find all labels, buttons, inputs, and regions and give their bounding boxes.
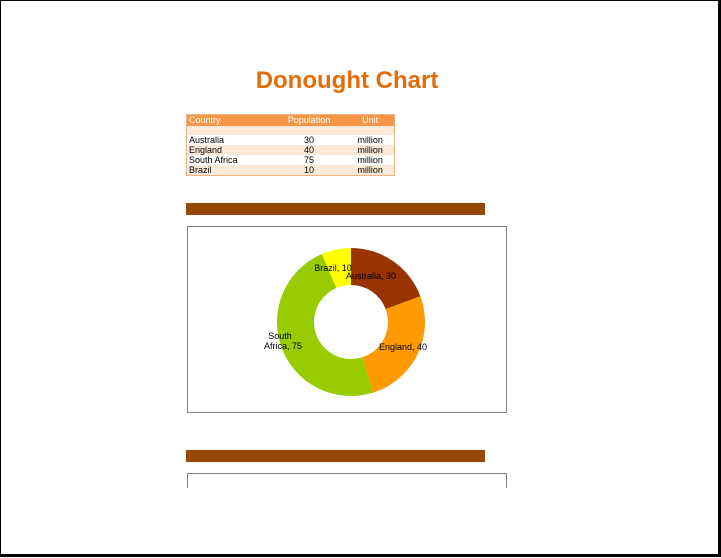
section-bar [186, 203, 485, 215]
column-header-population: Population [271, 114, 347, 126]
donut-slice-england [362, 296, 425, 393]
table-row: England 40 million [186, 145, 395, 155]
data-label: Australia, 30 [346, 271, 396, 281]
cell-population: 40 [271, 145, 347, 155]
table-row: Brazil 10 million [186, 165, 395, 176]
table-spacer-row [186, 126, 395, 135]
table-row: Australia 30 million [186, 135, 395, 145]
second-chart-frame[interactable] [187, 473, 507, 488]
page-title: Donought Chart [255, 67, 439, 94]
data-label: Brazil, 10 [314, 263, 352, 273]
table-row: South Africa 75 million [186, 155, 395, 165]
cell-unit: million [346, 145, 395, 155]
section-bar [186, 450, 485, 462]
cell-population: 30 [271, 135, 347, 145]
cell-country: Brazil [186, 165, 272, 176]
donut-slice-brazil [321, 248, 351, 288]
table-header-row: Country Population Unit [186, 114, 395, 126]
donut-chart-frame[interactable]: Australia, 30 England, 40 South Africa, 75 B… [187, 226, 507, 413]
cell-country: Australia [186, 135, 272, 145]
cell-population: 10 [271, 165, 347, 176]
cell-unit: million [346, 135, 395, 145]
data-table: Country Population Unit Australia 30 mil… [186, 114, 395, 176]
donut-slice-south-africa [276, 253, 374, 397]
cell-unit: million [346, 165, 395, 176]
cell-country: England [186, 145, 272, 155]
column-header-unit: Unit [346, 114, 395, 126]
column-header-country: Country [186, 114, 272, 126]
data-label: South Africa, 75 [264, 331, 302, 351]
donut-chart: Australia, 30 England, 40 South Africa, 75 B… [264, 248, 427, 397]
cell-population: 75 [271, 155, 347, 165]
data-label: England, 40 [379, 342, 427, 352]
cell-country: South Africa [186, 155, 272, 165]
donut-slice-australia [351, 248, 421, 310]
cell-unit: million [346, 155, 395, 165]
